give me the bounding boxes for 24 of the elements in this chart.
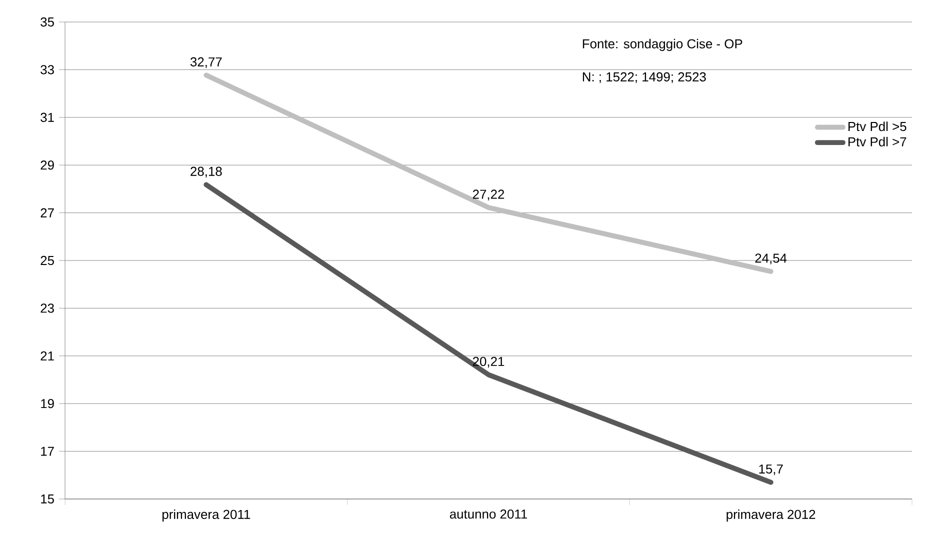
data-label: 28,18 xyxy=(190,166,222,178)
y-tick-label: 31 xyxy=(40,112,54,122)
y-tick-label: 17 xyxy=(41,446,54,456)
y-tick-label: 19 xyxy=(41,399,54,408)
x-tick-label: autunno 2011 xyxy=(450,509,527,519)
data-label: 15,7 xyxy=(759,464,783,476)
y-tick-label: 25 xyxy=(40,256,54,266)
data-label: 27,22 xyxy=(472,190,504,200)
y-tick-label: 27 xyxy=(40,208,54,218)
y-tick-label: 21 xyxy=(40,351,54,360)
y-tick-label: 15 xyxy=(41,494,54,504)
x-tick-label: primavera 2011 xyxy=(162,509,250,522)
data-label: 32,77 xyxy=(190,57,222,68)
legend-label: Ptv Pdl >5 xyxy=(848,122,906,132)
data-label: 20,21 xyxy=(472,356,504,368)
x-tick-label: primavera 2012 xyxy=(726,509,816,522)
annotation: N: ; 1522; 1499; 2523 xyxy=(582,72,706,83)
y-tick-label: 23 xyxy=(40,304,54,313)
y-tick-label: 29 xyxy=(40,160,54,170)
data-label: 24,54 xyxy=(755,254,787,264)
y-tick-label: 35 xyxy=(40,17,54,27)
annotation: Fonte: sondaggio Cise - OP xyxy=(582,38,742,51)
legend-label: Ptv Pdl >7 xyxy=(848,136,906,146)
y-tick-label: 33 xyxy=(40,65,54,74)
